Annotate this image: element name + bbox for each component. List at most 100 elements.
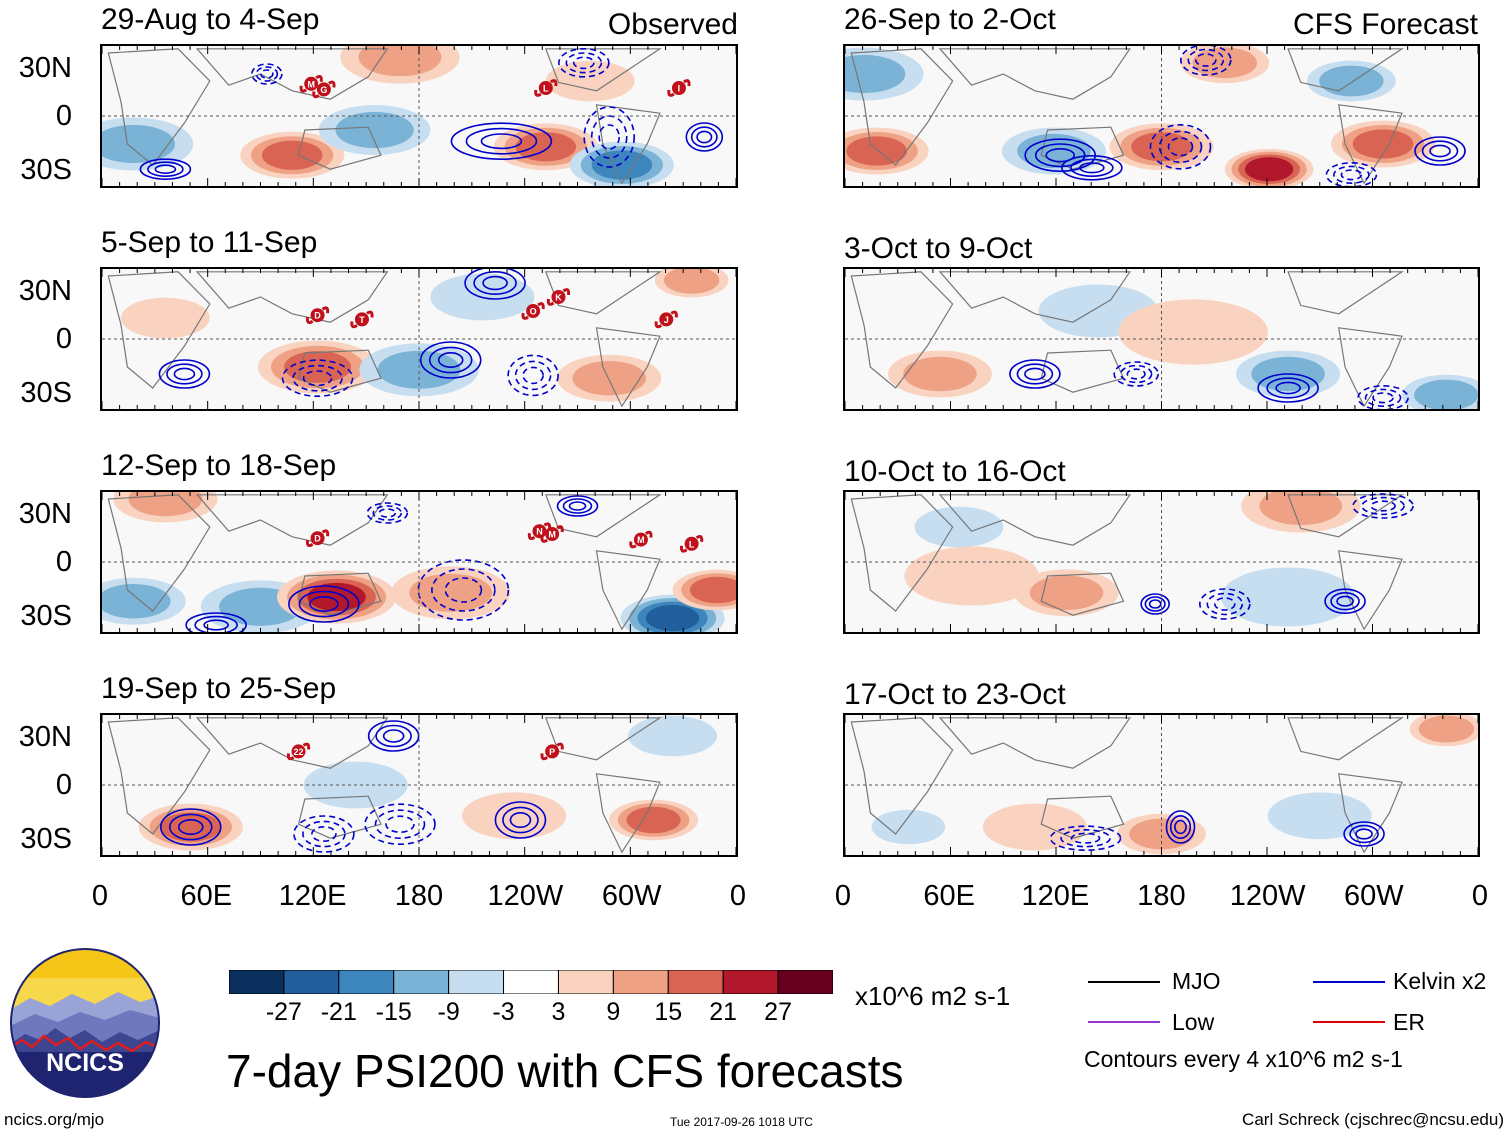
lat-tick-label: 0 [55,546,72,578]
storm-letter: M [307,79,315,89]
kelvin-contour [385,815,415,833]
psi-shading [663,269,720,294]
kelvin-contour [1126,368,1146,380]
kelvin-contour [1330,591,1360,611]
kelvin-contour [154,164,177,174]
kelvin-contour [159,808,222,846]
kelvin-contour [382,729,405,743]
storm-letter: O [530,307,537,317]
source-url[interactable]: ncics.org/mjo [4,1110,105,1129]
kelvin-contour [428,346,473,374]
psi-shading [515,132,577,162]
kelvin-contour [185,612,247,632]
psi-shading [903,356,977,392]
map-panel-forecast-1 [843,44,1480,188]
psi-shading [307,582,366,612]
lon-tick-label: 180 [394,880,444,912]
kelvin-contour [1148,599,1162,609]
kelvin-contour [1349,824,1379,844]
map-panel-forecast-2 [843,267,1480,411]
kelvin-contour [372,505,403,521]
kelvin-contour [251,63,283,85]
psi-shading [871,809,946,845]
storm-letter: N [536,527,543,537]
colorbar-tick-label: 9 [606,998,621,1026]
kelvin-contour [465,127,538,155]
psi-shading [283,351,352,383]
kelvin-contour [590,115,628,159]
kelvin-contour [366,502,409,524]
kelvin-contour [1355,828,1373,840]
lon-tick-label: 60E [923,880,975,912]
storm-marker: L [679,534,704,553]
storm-marker: J [654,310,678,329]
storm-letter: L [543,84,549,94]
psi-shading [462,792,567,840]
kelvin-contour [509,812,532,829]
psi-shading [846,136,907,166]
kelvin-contour [1333,165,1370,185]
kelvin-contour [311,826,337,843]
kelvin-contour [1070,832,1101,844]
kelvin-contour [1213,597,1236,611]
kelvin-contour [417,559,510,621]
colorbar-tick-label: 15 [654,998,683,1026]
kelvin-contour [1061,155,1123,181]
main-title: 7-day PSI200 with CFS forecasts [226,1045,904,1097]
colorbar-swatch [283,969,340,995]
storm-marker: N [527,522,552,541]
colorbar-swatch [338,969,395,995]
kelvin-contour [696,130,713,144]
kelvin-contour [1113,361,1159,387]
colorbar-swatch [393,969,450,995]
psi-shading [377,350,461,389]
kelvin-contour [309,596,339,613]
psi-shading [261,140,323,170]
lon-tick-label: 120W [487,880,564,912]
kelvin-contour [450,122,553,160]
panel-title: 26-Sep to 2-Oct [844,3,1056,36]
psi-shading [645,604,700,632]
colorbar [228,969,834,995]
psi-shading [1131,132,1192,162]
kelvin-contour [288,585,360,623]
ncics-logo: NCICS [10,948,160,1098]
storm-letter: D [314,311,321,321]
colorbar-tick-label: -21 [320,998,357,1026]
lat-tick-label: 30S [20,823,72,855]
kelvin-contour [298,590,350,618]
kelvin-contour [1174,819,1187,835]
storm-letter: K [555,293,562,303]
storm-letter: I [678,84,681,94]
colorbar-swatch [448,969,505,995]
kelvin-contour [1079,162,1105,174]
kelvin-contour [1149,124,1212,170]
map-panel-forecast-3 [843,490,1480,634]
psi-shading [845,54,906,94]
storm-letter: M [637,535,645,545]
kelvin-contour [203,619,229,631]
kelvin-contour [375,724,412,748]
psi-shading [409,573,493,612]
lat-tick-label: 0 [55,323,72,355]
psi-shading [102,124,176,164]
storm-letter: J [664,315,669,325]
kelvin-contour [1119,364,1153,384]
lat-tick-label: 0 [55,769,72,801]
lon-tick-label: 0 [1471,880,1489,912]
lat-tick-label: 30N [18,721,72,753]
logo-text: NCICS [46,1049,124,1077]
map-panel-observed-4: 22 P [100,713,738,857]
storm-marker: M [540,525,564,543]
lat-tick-label: 30S [20,377,72,409]
psi-shading [1129,818,1194,850]
kelvin-contour [464,269,526,300]
timestamp: Tue 2017-09-26 1018 UTC [670,1115,813,1129]
kelvin-contour [690,126,718,148]
continent-outlines [850,48,1405,185]
psi-shading [358,46,442,77]
kelvin-contour [168,813,213,841]
kelvin-contour [177,819,204,836]
kelvin-contour [1195,53,1217,67]
